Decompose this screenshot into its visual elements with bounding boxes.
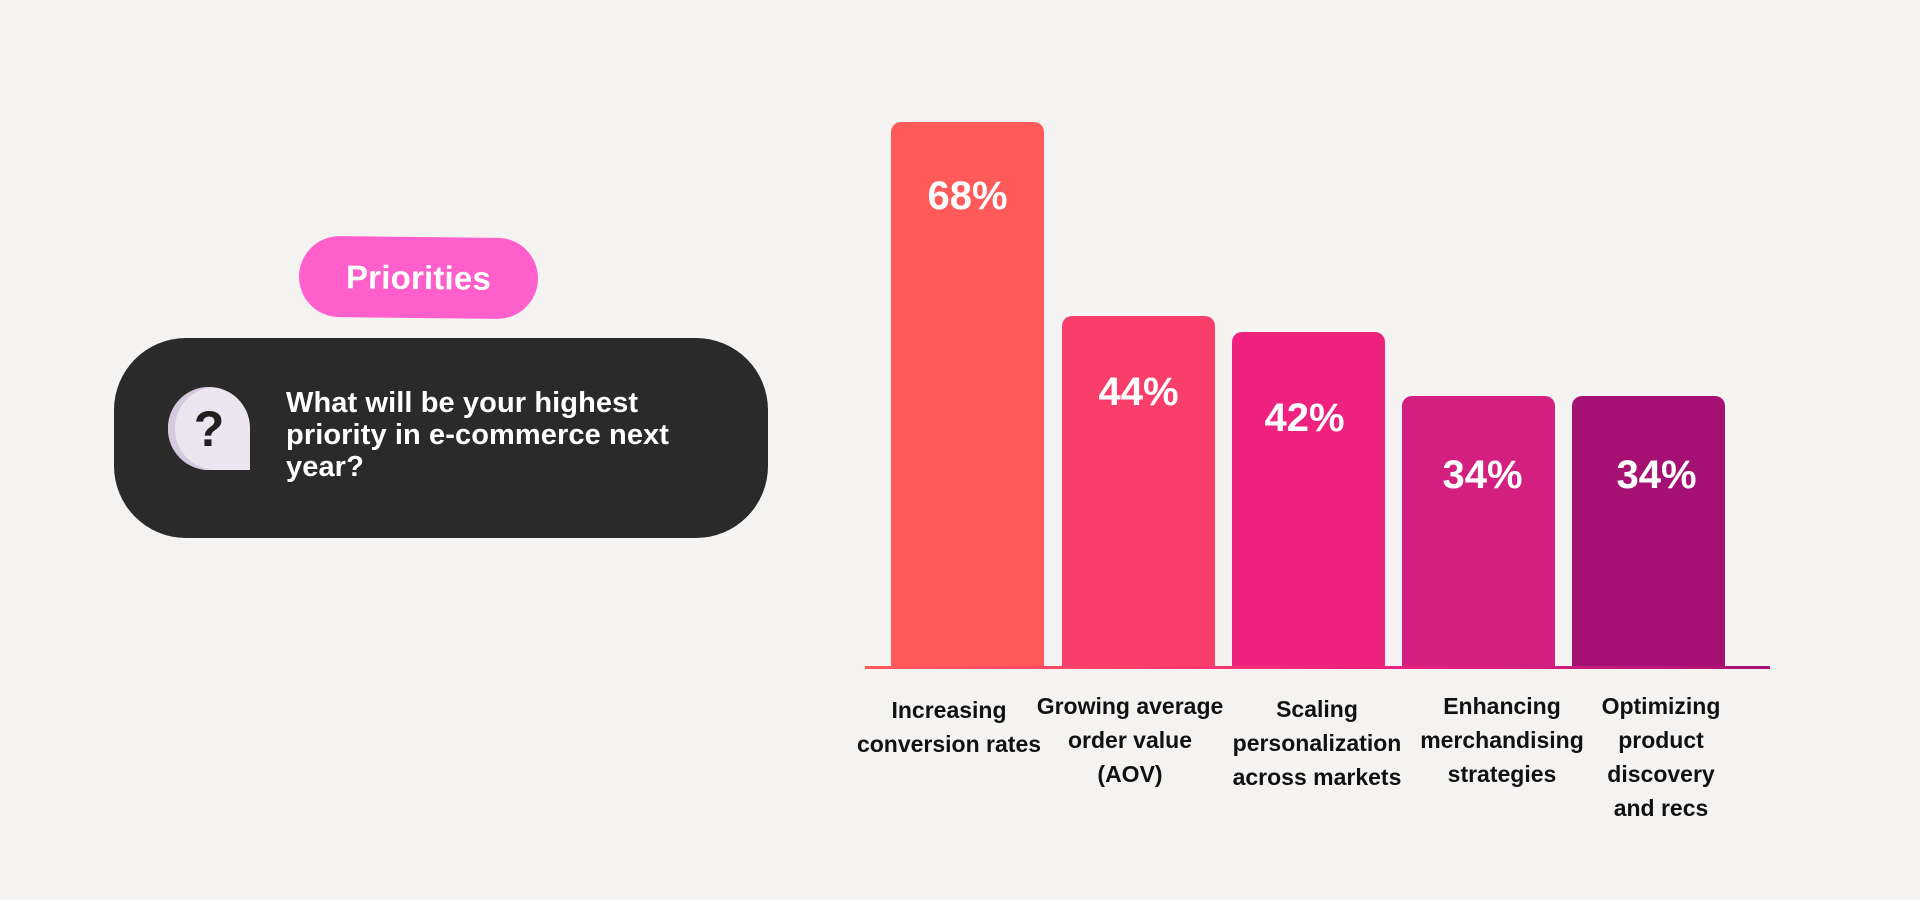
question-bubble-icon: ?: [168, 387, 250, 470]
bar-value-label: 44%: [1098, 370, 1179, 414]
bar-value-label: 68%: [927, 174, 1008, 218]
bar-1: 68%: [891, 122, 1044, 667]
category-label-4: Enhancing merchandising strategies: [1420, 693, 1584, 787]
bar-2: 44%: [1062, 316, 1215, 667]
bar-4: 34%: [1402, 396, 1555, 667]
bar-value-label: 34%: [1442, 453, 1523, 497]
category-label-5: Optimizing product discovery and recs: [1601, 693, 1721, 821]
category-label-3: Scaling personalization across markets: [1232, 696, 1402, 790]
question-card: ? What will be your highest priority in …: [114, 338, 768, 538]
category-label-1: Increasing conversion rates: [856, 697, 1042, 757]
question-text: What will be your highest priority in e-…: [286, 387, 670, 483]
bar-3: 42%: [1232, 332, 1385, 667]
category-label-2: Growing average order value (AOV): [1036, 693, 1224, 787]
bar-value-label: 34%: [1616, 453, 1697, 497]
bar-value-label: 42%: [1264, 396, 1345, 440]
bar-5: 34%: [1572, 396, 1725, 667]
x-axis-baseline: [865, 666, 1770, 669]
